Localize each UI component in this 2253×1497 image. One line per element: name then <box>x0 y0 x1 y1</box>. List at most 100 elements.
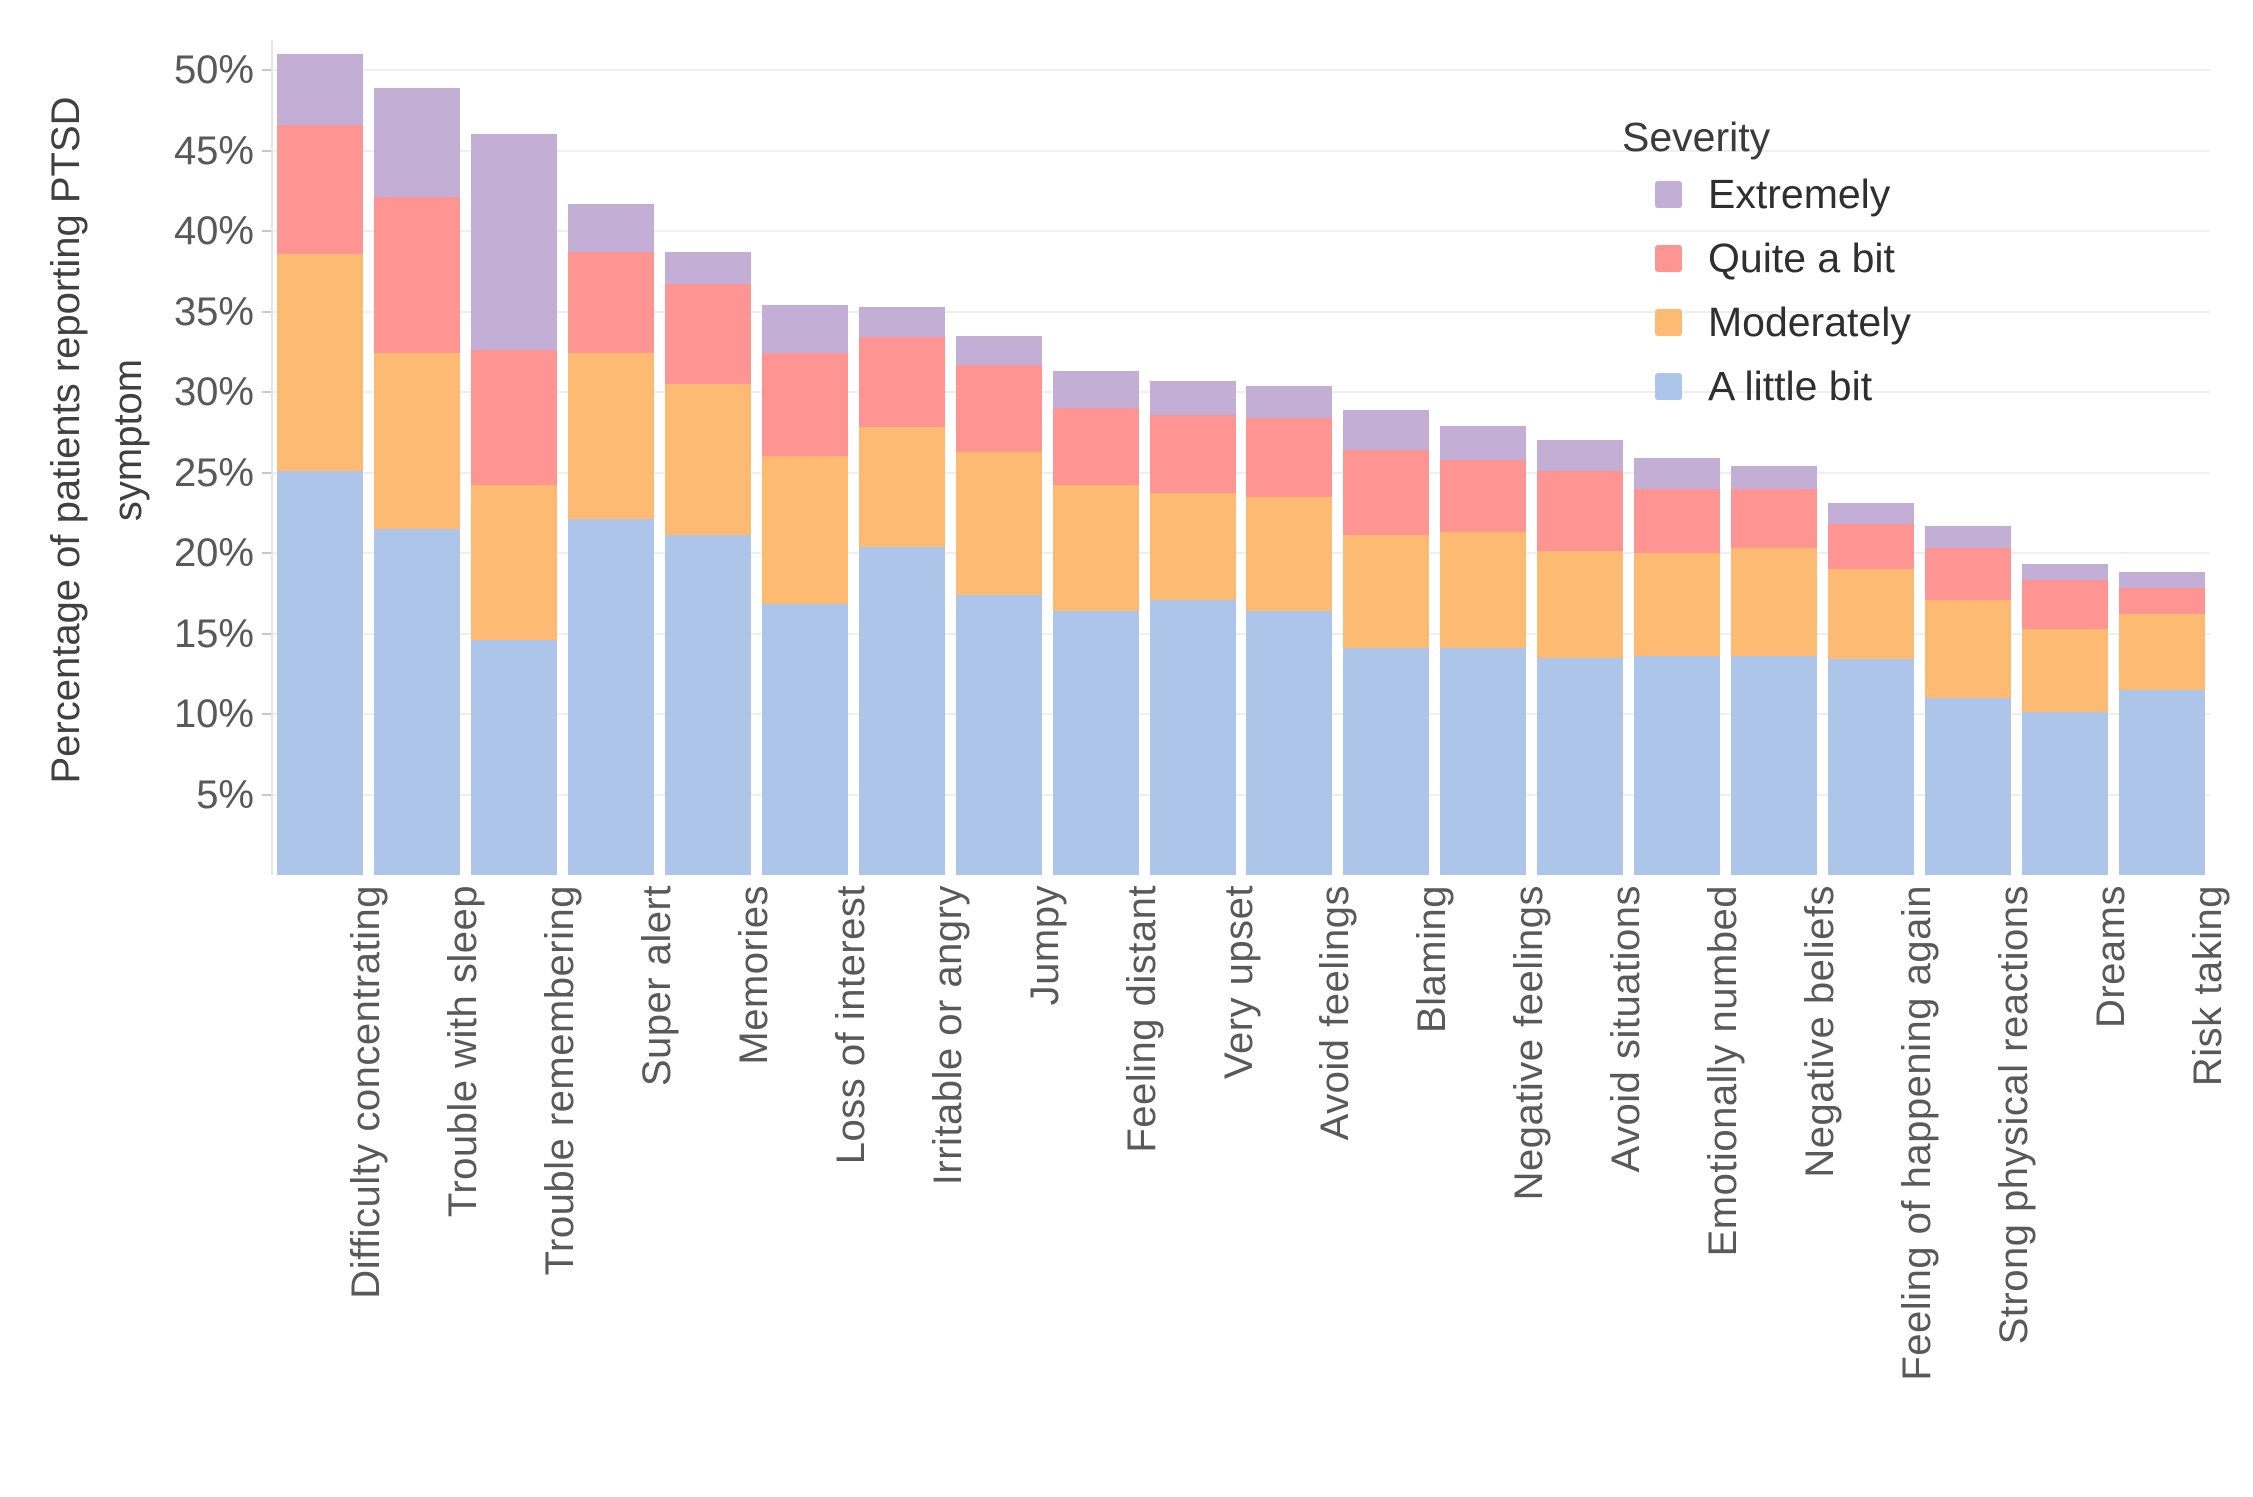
bar-segment-moderately <box>1537 551 1624 658</box>
bar-feeling-of-happening-again <box>1827 503 1914 875</box>
bar-segment-moderately <box>955 451 1042 595</box>
y-tick-30% <box>262 391 272 393</box>
legend-swatch-icon <box>1655 180 1682 208</box>
bar-segment-moderately <box>1440 532 1527 648</box>
bar-segment-quite-a-bit <box>1924 548 2011 600</box>
bar-segment-extremely <box>761 305 848 354</box>
bar-segment-quite-a-bit <box>1537 470 1624 552</box>
bar-segment-moderately <box>858 427 945 547</box>
bar-segment-moderately <box>1052 485 1139 611</box>
legend-item-label: Quite a bit <box>1708 234 1895 281</box>
bar-irritable-or-angry <box>858 306 945 875</box>
bar-blaming <box>1343 409 1430 875</box>
bar-strong-physical-reactions <box>1924 525 2011 875</box>
bar-trouble-remembering <box>471 134 558 875</box>
bar-segment-quite-a-bit <box>1246 417 1333 497</box>
y-axis-title-line1: Percentage of patients reporting PTSD <box>44 96 88 784</box>
bar-segment-moderately <box>277 253 364 471</box>
y-tick-label: 40% <box>173 209 254 253</box>
bar-segment-moderately <box>1149 493 1236 600</box>
bar-segment-extremely <box>568 203 655 252</box>
gridline-25% <box>272 471 2210 474</box>
bar-segment-extremely <box>1440 425 1527 460</box>
y-tick-15% <box>262 632 272 635</box>
bar-segment-extremely <box>1924 525 2011 549</box>
bar-segment-extremely <box>1634 458 1721 489</box>
bar-trouble-with-sleep <box>374 87 461 875</box>
bar-segment-a-little-bit <box>1634 656 1721 875</box>
bar-segment-extremely <box>1730 466 1817 489</box>
bar-segment-quite-a-bit <box>1827 524 1914 570</box>
x-axis-label: Super alert <box>635 885 680 1087</box>
gridline-45% <box>272 149 2210 152</box>
gridline-40% <box>272 230 2210 232</box>
y-tick-label: 35% <box>173 289 254 334</box>
bar-segment-quite-a-bit <box>2021 580 2108 629</box>
bar-segment-a-little-bit <box>1052 610 1139 875</box>
y-tick-20% <box>262 552 272 554</box>
y-tick-5% <box>262 793 272 796</box>
legend-swatch-icon <box>1655 244 1682 272</box>
bar-jumpy <box>955 335 1042 875</box>
legend-item-quite-a-bit: Quite a bit <box>1622 226 1911 290</box>
bar-feeling-distant <box>1052 371 1139 875</box>
bar-segment-moderately <box>1343 535 1430 648</box>
bar-segment-quite-a-bit <box>277 124 364 254</box>
bar-segment-a-little-bit <box>2021 712 2108 875</box>
bar-segment-a-little-bit <box>1537 657 1624 875</box>
bar-segment-extremely <box>1246 385 1333 418</box>
bar-segment-extremely <box>1343 409 1430 450</box>
bar-segment-a-little-bit <box>858 546 945 875</box>
x-axis-label: Feeling of happening again <box>1894 885 1939 1381</box>
gridline-10% <box>272 713 2210 715</box>
bar-memories <box>665 251 752 875</box>
y-tick-40% <box>262 230 272 232</box>
y-axis-line <box>271 40 273 875</box>
bar-segment-moderately <box>1246 496 1333 611</box>
x-axis-label: Trouble remembering <box>538 885 583 1276</box>
bar-segment-extremely <box>1537 440 1624 471</box>
y-tick-label: 20% <box>173 531 254 575</box>
bar-segment-a-little-bit <box>2118 689 2205 875</box>
bar-super-alert <box>568 203 655 875</box>
bar-segment-a-little-bit <box>277 470 364 875</box>
x-axis-label: Trouble with sleep <box>441 885 486 1218</box>
y-tick-25% <box>262 471 272 474</box>
bar-segment-extremely <box>665 251 752 285</box>
bar-segment-extremely <box>955 335 1042 365</box>
bar-segment-extremely <box>1827 503 1914 524</box>
bar-very-upset <box>1149 380 1236 875</box>
bar-segment-a-little-bit <box>761 604 848 875</box>
bar-segment-quite-a-bit <box>1634 488 1721 553</box>
bar-segment-a-little-bit <box>1343 647 1430 875</box>
bar-segment-a-little-bit <box>955 594 1042 875</box>
legend-item-extremely: Extremely <box>1622 162 1911 226</box>
y-tick-10% <box>262 713 272 715</box>
x-axis-label: Dreams <box>2088 885 2133 1029</box>
bar-segment-quite-a-bit <box>1052 408 1139 486</box>
y-tick-label: 25% <box>173 450 254 495</box>
x-axis-label: Very upset <box>1216 885 1261 1080</box>
x-axis-label: Emotionally numbed <box>1701 885 1746 1257</box>
x-axis-label: Risk taking <box>2185 885 2230 1087</box>
bar-segment-moderately <box>568 353 655 520</box>
gridline-15% <box>272 632 2210 635</box>
bar-segment-a-little-bit <box>1730 656 1817 875</box>
bar-segment-a-little-bit <box>568 519 655 875</box>
bar-segment-a-little-bit <box>1246 610 1333 875</box>
y-tick-label: 10% <box>173 692 254 736</box>
y-tick-label: 5% <box>196 772 254 817</box>
bar-segment-quite-a-bit <box>858 337 945 428</box>
bar-segment-moderately <box>471 485 558 640</box>
y-tick-label: 45% <box>173 128 254 173</box>
y-tick-label: 15% <box>173 611 254 656</box>
bar-segment-quite-a-bit <box>1440 459 1527 533</box>
x-axis-label: Jumpy <box>1022 885 1067 1006</box>
gridline-5% <box>272 793 2210 796</box>
bar-dreams <box>2021 564 2108 875</box>
bar-negative-feelings <box>1440 425 1527 875</box>
bar-segment-extremely <box>374 87 461 198</box>
bar-segment-extremely <box>858 306 945 338</box>
bar-segment-extremely <box>471 134 558 351</box>
